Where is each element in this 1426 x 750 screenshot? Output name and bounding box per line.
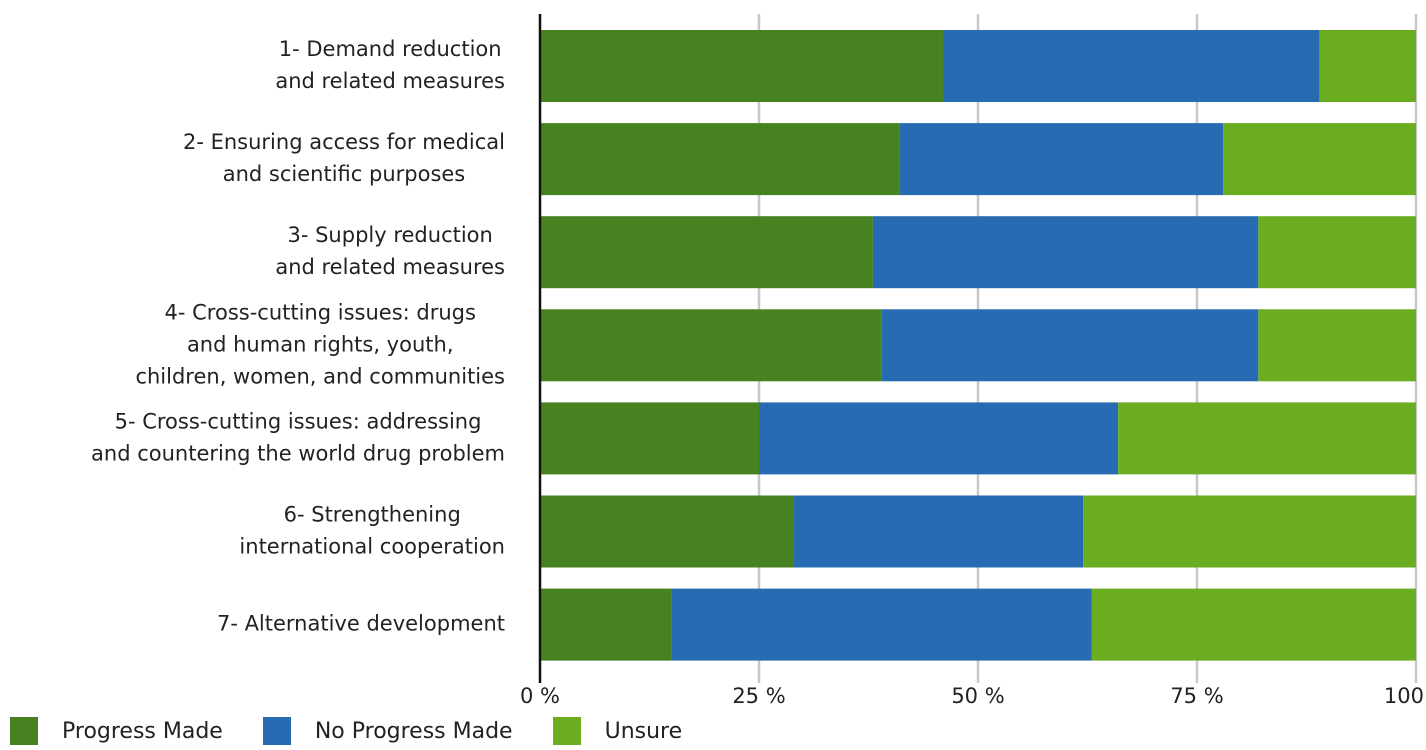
category-label-6-line-2: international cooperation — [239, 535, 505, 559]
bar-segment-cat2-series2 — [899, 123, 1224, 196]
bar-segment-cat1-series3 — [1319, 30, 1416, 102]
category-label-2-line-2: and scientific purposes — [223, 162, 466, 186]
category-label-4-line-2: and human rights, youth, — [187, 332, 454, 356]
bar-segment-cat4-series1 — [540, 309, 882, 382]
category-label-3: 3- Supply reduction and related measures — [275, 223, 505, 279]
category-label-4: 4- Cross-cutting issues: drugs and human … — [135, 300, 505, 388]
category-label-2: 2- Ensuring access for medical and scient… — [183, 130, 505, 186]
legend-item-unsure: Unsure — [552, 717, 683, 745]
bars — [540, 30, 1416, 661]
category-label-4-line-3: children, women, and communities — [135, 364, 505, 388]
bar-segment-cat1-series2 — [942, 30, 1320, 102]
bar-segment-cat5-series3 — [1118, 402, 1416, 475]
bar-segment-cat5-series1 — [540, 402, 759, 475]
category-label-7: 7- Alternative development — [217, 612, 505, 636]
x-tick-label-4: 75 % — [1170, 684, 1223, 708]
x-tick-labels: 0 % 25 % 50 % 75 % 100 — [520, 684, 1424, 708]
bar-segment-cat3-series3 — [1258, 216, 1416, 289]
bar-segment-cat7-series3 — [1091, 588, 1416, 661]
category-label-3-line-1: 3- Supply reduction — [287, 223, 492, 247]
x-tick-label-5: 100 — [1384, 684, 1424, 708]
bar-segment-cat3-series1 — [540, 216, 873, 289]
stacked-bar-chart: 1- Demand reduction and related measures 2… — [91, 14, 1424, 708]
bar-segment-cat4-series3 — [1258, 309, 1416, 382]
category-label-5: 5- Cross-cutting issues: addressing and c… — [91, 409, 505, 465]
legend-item-progress-made: Progress Made — [10, 717, 223, 745]
category-label-7-line-1: 7- Alternative development — [217, 612, 505, 636]
bar-segment-cat1-series1 — [540, 30, 943, 102]
legend-label-no-progress-made: No Progress Made — [314, 718, 513, 744]
legend-swatch-progress-made — [10, 717, 38, 745]
legend-swatch-no-progress-made — [262, 717, 291, 745]
category-label-1: 1- Demand reduction and related measures — [275, 37, 505, 93]
category-labels: 1- Demand reduction and related measures 2… — [91, 37, 505, 636]
legend-item-no-progress-made: No Progress Made — [262, 717, 513, 745]
category-label-6: 6- Strengthening international cooperatio… — [239, 503, 505, 559]
bar-segment-cat5-series2 — [759, 402, 1119, 475]
category-label-4-line-1: 4- Cross-cutting issues: drugs — [165, 300, 476, 324]
bar-segment-cat3-series2 — [872, 216, 1259, 289]
category-label-5-line-2: and countering the world drug problem — [91, 441, 505, 465]
bar-segment-cat6-series2 — [794, 495, 1084, 568]
legend-label-unsure: Unsure — [604, 718, 683, 744]
category-label-2-line-1: 2- Ensuring access for medical — [183, 130, 505, 154]
bar-segment-cat4-series2 — [881, 309, 1259, 382]
category-label-6-line-1: 6- Strengthening — [284, 503, 461, 527]
category-label-1-line-1: 1- Demand reduction — [279, 37, 502, 61]
bar-segment-cat6-series3 — [1083, 495, 1416, 568]
x-tick-label-1: 0 % — [520, 684, 560, 708]
legend-label-progress-made: Progress Made — [62, 718, 223, 744]
x-tick-label-2: 25 % — [732, 684, 785, 708]
bar-segment-cat2-series3 — [1223, 123, 1416, 196]
bar-segment-cat6-series1 — [540, 495, 795, 568]
legend: Progress Made No Progress Made Unsure — [10, 712, 722, 750]
bar-segment-cat7-series1 — [540, 588, 672, 661]
x-tick-label-3: 50 % — [951, 684, 1004, 708]
category-label-5-line-1: 5- Cross-cutting issues: addressing — [115, 409, 482, 433]
category-label-1-line-2: and related measures — [275, 69, 505, 93]
category-label-3-line-2: and related measures — [275, 255, 505, 279]
bar-segment-cat7-series2 — [671, 588, 1092, 661]
bar-segment-cat2-series1 — [540, 123, 900, 196]
legend-swatch-unsure — [552, 717, 581, 745]
